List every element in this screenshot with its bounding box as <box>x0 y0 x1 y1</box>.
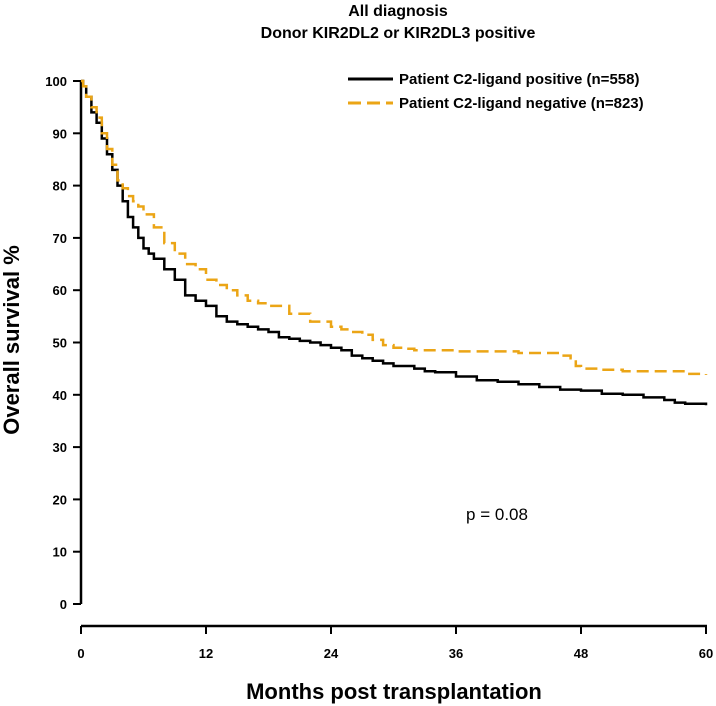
x-axis-ticks: 0 12 24 36 48 60 <box>77 626 713 661</box>
y-tick-label: 80 <box>53 179 67 194</box>
x-tick-label: 24 <box>324 646 339 661</box>
y-tick-label: 0 <box>60 597 67 612</box>
p-value-annotation: p = 0.08 <box>466 505 528 524</box>
y-tick-label: 40 <box>53 388 67 403</box>
y-tick-label: 60 <box>53 283 67 298</box>
x-tick-label: 0 <box>77 646 84 661</box>
legend-label-c2-positive: Patient C2-ligand positive (n=558) <box>399 71 639 88</box>
y-axis-ticks: 0 10 20 30 40 50 60 70 80 90 100 <box>45 74 81 612</box>
y-tick-label: 100 <box>45 74 67 89</box>
legend-label-c2-negative: Patient C2-ligand negative (n=823) <box>399 95 644 112</box>
x-tick-label: 36 <box>449 646 463 661</box>
y-axis-title: Overall survival % <box>0 245 24 435</box>
x-tick-label: 12 <box>199 646 213 661</box>
y-tick-label: 10 <box>53 545 67 560</box>
x-axis-title: Months post transplantation <box>246 679 542 704</box>
chart-title-line-2: Donor KIR2DL2 or KIR2DL3 positive <box>261 25 536 42</box>
survival-curves <box>81 79 708 406</box>
series-line-c2-negative <box>81 79 708 376</box>
y-tick-label: 70 <box>53 231 67 246</box>
y-tick-label: 20 <box>53 492 67 507</box>
x-tick-label: 48 <box>574 646 588 661</box>
chart-title-line-1: All diagnosis <box>348 3 448 20</box>
y-tick-label: 90 <box>53 126 67 141</box>
x-tick-label: 60 <box>699 646 713 661</box>
y-tick-label: 30 <box>53 440 67 455</box>
legend: Patient C2-ligand positive (n=558) Patie… <box>348 71 644 112</box>
y-tick-label: 50 <box>53 336 67 351</box>
series-line-c2-positive <box>81 79 708 406</box>
